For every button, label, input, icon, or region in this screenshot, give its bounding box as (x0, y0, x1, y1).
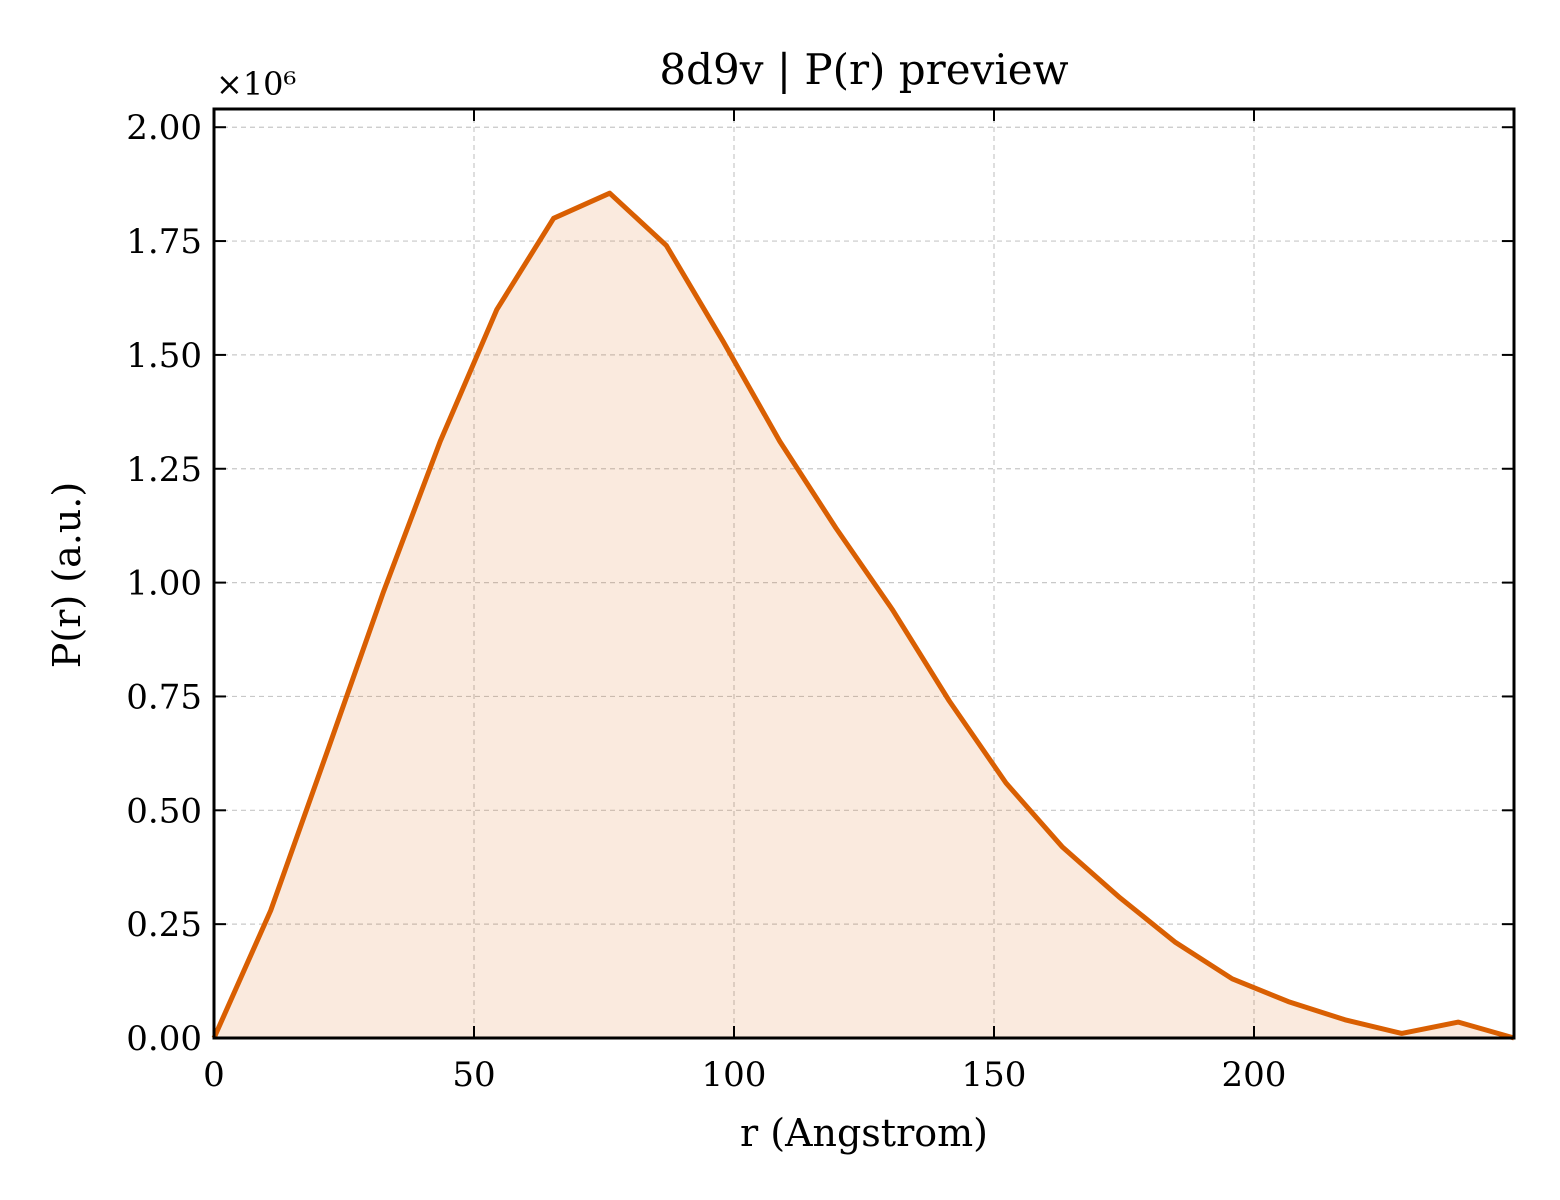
series-area-fill (214, 193, 1514, 1038)
y-scale-multiplier: ×10⁶ (216, 65, 296, 103)
y-tick-label: 1.75 (126, 222, 202, 262)
series-line (211, 190, 1515, 1041)
x-tick-label: 50 (452, 1055, 495, 1095)
y-tick-label: 1.50 (126, 336, 202, 376)
y-tick-labels: 0.00 0.25 0.50 0.75 1.00 1.25 1.50 1.75 2.00 (126, 108, 202, 1059)
plot-frame (212, 107, 1516, 1040)
x-tick-label: 100 (702, 1055, 767, 1095)
y-tick-label: 0.75 (126, 677, 202, 717)
x-tick-label: 0 (203, 1055, 225, 1095)
x-tick-labels: 0 50 100 150 200 (203, 1055, 1286, 1095)
y-tick-label: 0.00 (126, 1019, 202, 1059)
y-tick-label: 2.00 (126, 108, 202, 148)
y-tick-label: 1.25 (126, 450, 202, 490)
y-tick-label: 0.25 (126, 905, 202, 945)
chart-title: 8d9v | P(r) preview (659, 45, 1068, 94)
y-axis-title: P(r) (a.u.) (45, 482, 89, 668)
series-line-layer (211, 190, 1515, 1041)
x-axis-title: r (Angstrom) (740, 1111, 988, 1155)
y-tick-label: 0.50 (126, 791, 202, 831)
area-fill-layer (214, 193, 1514, 1038)
x-tick-label: 150 (962, 1055, 1027, 1095)
x-tick-label: 200 (1222, 1055, 1287, 1095)
y-tick-label: 1.00 (126, 564, 202, 604)
